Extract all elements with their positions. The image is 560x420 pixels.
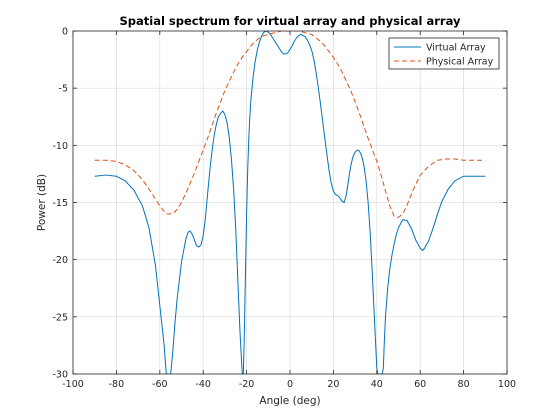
y-tick-label: -20 [52,255,68,266]
x-tick-label: -20 [239,379,255,390]
legend-box [388,37,500,70]
x-tick-label: 20 [327,379,339,390]
y-tick-label: -30 [52,370,68,381]
y-tick-label: -10 [52,141,68,152]
x-tick-label: 40 [371,379,383,390]
x-tick-label: -60 [152,379,168,390]
legend: Virtual Array Physical Array [388,37,500,70]
series-layer [94,31,486,374]
x-tick-label: 80 [458,379,470,390]
x-tick-label: -100 [62,379,84,390]
y-tick-label: -5 [59,84,68,95]
legend-label-virtual-array: Virtual Array [426,43,486,54]
axis-ticks: -100 -80 -60 -40 -20 0 20 40 60 80 100-30-25-20-15… [52,27,516,391]
x-tick-label: 60 [414,379,426,390]
y-tick-label: -15 [52,198,68,209]
x-tick-label: -40 [195,379,211,390]
y-tick-label: -25 [52,312,68,323]
y-tick-label: 0 [62,27,68,38]
x-tick-label: 100 [498,379,516,390]
series-line-virtual-array [94,31,486,374]
y-axis-label: Power (dB) [36,174,48,231]
legend-label-physical-array: Physical Array [426,57,494,68]
x-tick-label: 0 [287,379,293,390]
x-axis-label: Angle (deg) [259,395,320,407]
chart-title: Spatial spectrum for virtual array and p… [120,14,461,28]
series-line-physical-array [94,31,486,218]
grid-lines [73,31,507,374]
x-tick-label: -80 [109,379,125,390]
